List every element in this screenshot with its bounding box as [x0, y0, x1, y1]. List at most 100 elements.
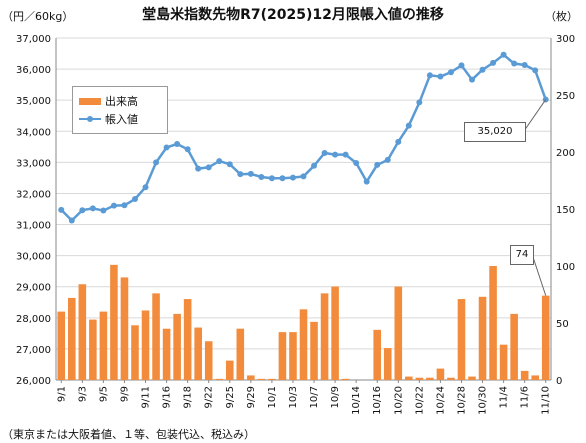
- price-point: [184, 146, 191, 153]
- x-tick-label: 10/28: [456, 386, 467, 415]
- volume-bar: [383, 348, 392, 380]
- price-point: [216, 158, 223, 165]
- price-point: [163, 144, 170, 151]
- left-tick-label: 33,000: [16, 158, 51, 169]
- x-tick-label: 9/22: [204, 386, 215, 408]
- price-point: [332, 151, 339, 158]
- left-tick-label: 30,000: [16, 252, 51, 263]
- legend-bar-label: 出来高: [105, 95, 138, 108]
- price-point: [532, 67, 539, 74]
- price-point: [342, 151, 349, 158]
- volume-bar: [162, 328, 171, 380]
- left-tick-label: 36,000: [16, 65, 51, 76]
- right-tick-label: 200: [556, 148, 575, 159]
- price-point: [363, 178, 370, 185]
- volume-bar: [183, 299, 192, 380]
- left-tick-label: 32,000: [16, 189, 51, 200]
- price-point: [100, 207, 107, 214]
- price-point: [58, 206, 65, 213]
- chart-title: 堂島米指数先物R7(2025)12月限帳入値の推移: [142, 7, 444, 23]
- volume-bar: [204, 341, 213, 380]
- right-tick-label: 250: [556, 91, 575, 102]
- legend-item-volume: 出来高: [79, 94, 138, 108]
- volume-bar: [141, 310, 150, 380]
- volume-bar: [426, 377, 434, 380]
- right-tick-label: 100: [556, 262, 575, 273]
- price-point: [405, 122, 412, 129]
- volume-bar: [478, 296, 487, 380]
- x-tick-label: 10/7: [309, 386, 320, 408]
- right-tick-label: 50: [556, 319, 569, 330]
- volume-bar: [299, 309, 308, 380]
- price-point: [426, 72, 433, 79]
- volume-bar: [268, 378, 276, 380]
- volume-bar: [436, 368, 445, 380]
- volume-bar: [215, 378, 224, 380]
- x-tick-label: 9/18: [183, 386, 194, 408]
- left-tick-label: 34,000: [16, 127, 51, 138]
- volume-bar: [152, 293, 160, 380]
- price-point: [458, 62, 465, 69]
- left-axis-unit: （円／60kg）: [2, 10, 74, 23]
- volume-bar: [257, 378, 266, 380]
- price-point: [226, 161, 233, 168]
- volume-bar: [236, 328, 245, 380]
- price-point: [511, 60, 518, 67]
- x-tick-label: 10/9: [330, 386, 341, 408]
- price-point: [300, 173, 307, 180]
- price-point: [479, 66, 486, 73]
- left-tick-label: 26,000: [16, 376, 51, 387]
- price-callout-leader: [523, 99, 547, 132]
- right-tick-label: 0: [556, 376, 562, 387]
- price-point: [110, 202, 117, 209]
- volume-bar: [78, 284, 87, 380]
- price-point: [384, 156, 391, 163]
- right-tick-label: 300: [556, 34, 575, 45]
- x-tick-label: 10/22: [414, 386, 425, 415]
- price-point: [353, 159, 360, 166]
- price-point: [289, 174, 296, 181]
- price-point: [469, 76, 476, 83]
- volume-bar: [68, 297, 76, 380]
- price-point: [195, 165, 202, 172]
- volume-bar: [341, 378, 350, 380]
- footnote: （東京または大阪着値、１等、包装代込、税込み）: [2, 428, 255, 441]
- volume-bar: [457, 299, 466, 380]
- price-point: [311, 162, 318, 169]
- left-tick-label: 31,000: [16, 221, 51, 232]
- volume-callout-leader: [531, 253, 547, 296]
- right-tick-label: 150: [556, 205, 575, 216]
- volume-bar: [131, 325, 139, 380]
- last-volume-callout: 74: [510, 245, 534, 265]
- volume-bar: [120, 277, 129, 380]
- x-tick-label: 10/14: [351, 386, 362, 415]
- volume-bar: [499, 344, 508, 380]
- volume-bar: [394, 286, 403, 380]
- volume-bar: [489, 266, 497, 380]
- x-tick-label: 11/6: [520, 386, 531, 408]
- x-tick-label: 10/30: [478, 386, 489, 415]
- x-tick-label: 11/4: [499, 386, 510, 408]
- price-point: [416, 99, 423, 106]
- price-point: [79, 207, 86, 214]
- left-tick-label: 27,000: [16, 345, 51, 356]
- volume-bar: [405, 376, 413, 380]
- price-point: [395, 138, 402, 145]
- price-point: [447, 69, 454, 76]
- price-point: [89, 205, 96, 212]
- price-point: [490, 59, 497, 66]
- price-point: [258, 173, 265, 180]
- volume-bar: [415, 377, 424, 380]
- legend: 出来高 帳入値: [72, 86, 168, 134]
- volume-bar: [289, 332, 297, 380]
- x-tick-label: 9/5: [98, 386, 109, 402]
- volume-bar: [278, 332, 287, 380]
- price-point: [268, 175, 275, 182]
- legend-line-label: 帳入値: [105, 113, 138, 126]
- volume-bar: [173, 313, 181, 380]
- legend-line-swatch: [79, 116, 101, 122]
- price-point: [247, 170, 254, 177]
- volume-bar: [468, 376, 476, 380]
- volume-bar: [99, 311, 108, 380]
